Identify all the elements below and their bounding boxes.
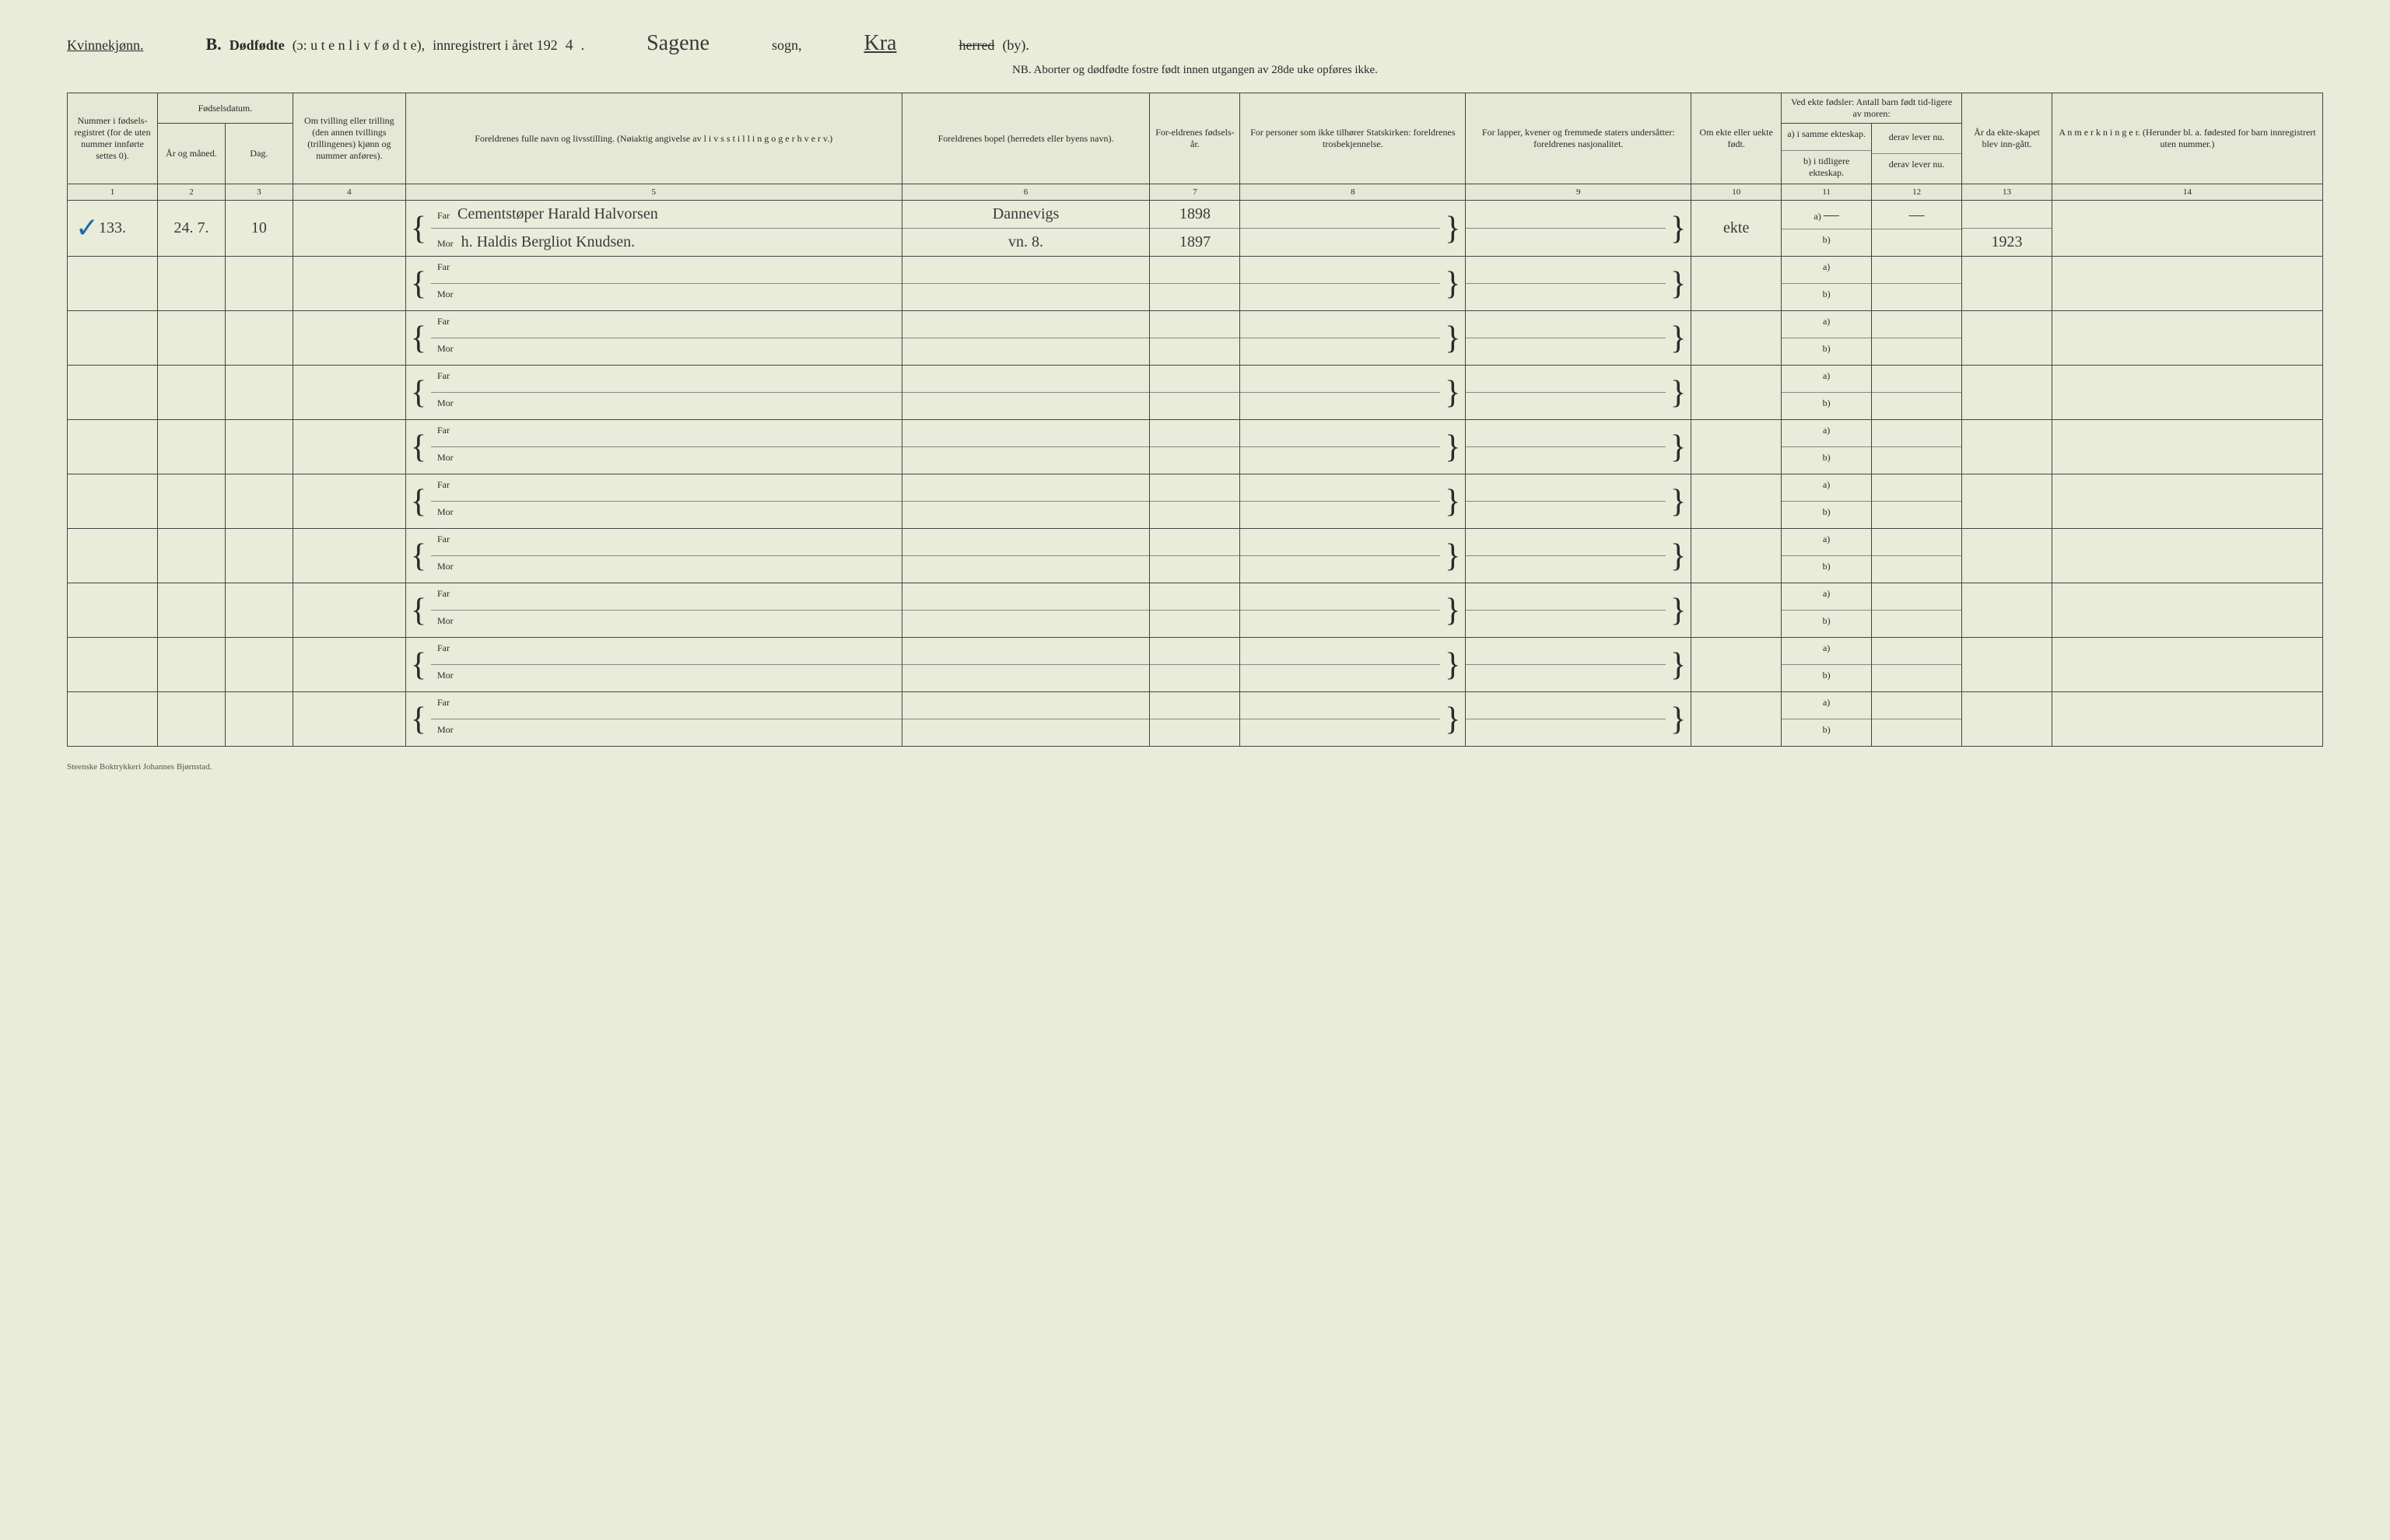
col-13-header: År da ekte-skapet blev inn-gått.	[1962, 93, 2052, 184]
col-2-header-top: Fødselsdatum.	[157, 93, 293, 124]
col-11-split: a) i samme ekteskap. b) i tidligere ekte…	[1782, 124, 1872, 184]
cell-ekte: ekte	[1691, 201, 1782, 257]
col-14-header: A n m e r k n i n g e r. (Herunder bl. a…	[2052, 93, 2323, 184]
col-8-header: For personer som ikke tilhører Statskirk…	[1240, 93, 1466, 184]
colnum-2: 2	[157, 184, 225, 201]
printer-footer: Steenske Boktrykkeri Johannes Bjørnstad.	[67, 762, 2323, 772]
brace-right-8-icon: }	[1440, 201, 1465, 255]
col-10-header: Om ekte eller uekte født.	[1691, 93, 1782, 184]
far-year: 1898	[1150, 201, 1239, 229]
colnum-13: 13	[1962, 184, 2052, 201]
col-7-header: For-eldrenes fødsels-år.	[1150, 93, 1240, 184]
col-11b-header: b) i tidligere ekteskap.	[1782, 151, 1871, 184]
col-2a-header: År og måned.	[157, 124, 225, 184]
blank-row: {FarMor}}a)b)	[68, 474, 2323, 529]
cell-13: 1923	[1962, 201, 2052, 257]
sogn-label: sogn,	[772, 37, 802, 54]
blank-row: {FarMor}}a)b)	[68, 692, 2323, 747]
col-1-header: Nummer i fødsels-registret (for de uten …	[68, 93, 158, 184]
table-body: ✓ 133. 24. 7. 10 { Far Cementstøper Hara…	[68, 201, 2323, 747]
cell-11: a) — b)	[1782, 201, 1872, 257]
cell-parents-names: { Far Cementstøper Harald Halvorsen Mor …	[405, 201, 902, 257]
blank-row: {FarMor}}a)b)	[68, 638, 2323, 692]
cell-twin	[293, 201, 405, 257]
col-5-header: Foreldrenes fulle navn og livsstilling. …	[405, 93, 902, 184]
col-12-split: derav lever nu. derav lever nu.	[1872, 124, 1962, 184]
colnum-9: 9	[1466, 184, 1691, 201]
sogn-script: Sagene	[647, 31, 710, 56]
herred-struck: herred	[958, 37, 994, 54]
page: Kvinnekjønn. B. Dødfødte (ɔ: u t e n l i…	[67, 31, 2323, 772]
col-11-header-top: Ved ekte fødsler: Antall barn født tid-l…	[1782, 93, 1962, 124]
blank-row: {FarMor}}a)b)	[68, 257, 2323, 311]
col-2b-header: Dag.	[225, 124, 293, 184]
label-a: a)	[1814, 211, 1821, 222]
register-table: Nummer i fødsels-registret (for de uten …	[67, 93, 2323, 747]
col-12b-header: derav lever nu.	[1872, 154, 1961, 180]
nb-line: NB. Aborter og dødfødte fostre født inne…	[67, 64, 2323, 77]
cell-num: ✓ 133.	[68, 201, 158, 257]
cell-birth-years: 1898 1897	[1150, 201, 1240, 257]
title-paren: (ɔ: u t e n l i v f ø d t e),	[293, 37, 425, 54]
col-6-header: Foreldrenes bopel (herredets eller byens…	[902, 93, 1150, 184]
colnum-10: 10	[1691, 184, 1782, 201]
title-tail: innregistrert i året 192	[433, 37, 557, 54]
brace-left-icon: {	[406, 201, 431, 256]
far-label: Far	[437, 210, 450, 222]
colnum-11: 11	[1782, 184, 1872, 201]
colnum-1: 1	[68, 184, 158, 201]
blank-row: {FarMor}}a)b)	[68, 420, 2323, 474]
far-name: Cementstøper Harald Halvorsen	[457, 205, 658, 223]
col-12a-header: derav lever nu.	[1872, 127, 1961, 154]
sex-label: Kvinnekjønn.	[67, 37, 144, 54]
title-bold: Dødfødte	[230, 37, 285, 54]
herred-by: (by).	[1002, 37, 1029, 54]
cell-faith: }	[1240, 201, 1466, 257]
colnum-6: 6	[902, 184, 1150, 201]
c11a-val: —	[1824, 206, 1839, 223]
brace-right-9-icon: }	[1666, 201, 1691, 255]
mor-name: h. Haldis Bergliot Knudsen.	[461, 233, 636, 251]
colnum-3: 3	[225, 184, 293, 201]
c12a-val: —	[1872, 201, 1961, 229]
col-11a-header: a) i samme ekteskap.	[1782, 124, 1871, 151]
colnum-5: 5	[405, 184, 902, 201]
cell-day: 10	[225, 201, 293, 257]
record-num: 133.	[99, 219, 126, 236]
far-bopel: Dannevigs	[902, 201, 1150, 229]
col-9-header: For lapper, kvener og fremmede staters u…	[1466, 93, 1691, 184]
record-row: ✓ 133. 24. 7. 10 { Far Cementstøper Hara…	[68, 201, 2323, 257]
mor-label: Mor	[437, 238, 454, 250]
blank-row: {FarMor}}a)b)	[68, 366, 2323, 420]
blank-row: {FarMor}}a)b)	[68, 311, 2323, 366]
colnum-14: 14	[2052, 184, 2323, 201]
col-4-header: Om tvilling eller trilling (den annen tv…	[293, 93, 405, 184]
herred-script: Kra	[864, 31, 896, 56]
colnum-8: 8	[1240, 184, 1466, 201]
cell-remarks	[2052, 201, 2323, 257]
section-letter: B.	[206, 34, 222, 54]
checkmark-icon: ✓	[75, 212, 99, 244]
form-header: Kvinnekjønn. B. Dødfødte (ɔ: u t e n l i…	[67, 31, 2323, 56]
table-head: Nummer i fødsels-registret (for de uten …	[68, 93, 2323, 201]
cell-12: —	[1872, 201, 1962, 257]
colnum-12: 12	[1872, 184, 1962, 201]
cell-bopel: Dannevigs vn. 8.	[902, 201, 1150, 257]
cell-year-month: 24. 7.	[157, 201, 225, 257]
year-digit: 4	[566, 37, 573, 54]
blank-row: {FarMor}}a)b)	[68, 583, 2323, 638]
cell-nationality: }	[1466, 201, 1691, 257]
mor-year: 1897	[1150, 229, 1239, 256]
label-b: b)	[1823, 234, 1831, 245]
blank-row: {FarMor}}a)b)	[68, 529, 2323, 583]
colnum-4: 4	[293, 184, 405, 201]
colnum-7: 7	[1150, 184, 1240, 201]
c13-val: 1923	[1962, 229, 2052, 256]
mor-bopel: vn. 8.	[902, 229, 1150, 256]
